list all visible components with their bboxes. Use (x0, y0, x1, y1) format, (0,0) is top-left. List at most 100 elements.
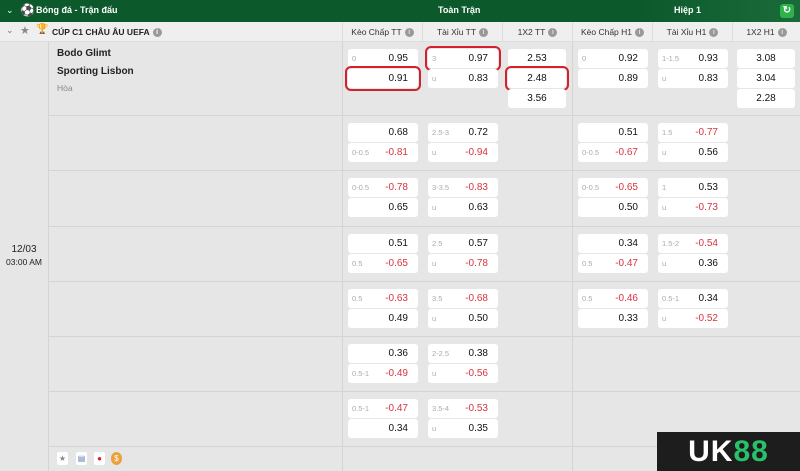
odds-cell-kc-h1[interactable]: 0.33 (578, 309, 648, 328)
info-icon[interactable]: i (777, 28, 787, 38)
odds-cell-tx-h1[interactable]: u 0.83 (658, 69, 728, 88)
handicap-line: 0.5-1 (352, 369, 370, 378)
odds-cell-tx-h1[interactable]: u 0.36 (658, 254, 728, 273)
odds-cell-kc-tt[interactable]: 0.68 (348, 123, 418, 142)
row-divider (48, 170, 800, 171)
refresh-icon[interactable]: ↻ (780, 4, 794, 18)
odds-cell-tx-h1[interactable]: u -0.73 (658, 198, 728, 217)
info-icon[interactable]: i (152, 28, 162, 38)
odds-cell-tx-tt[interactable]: u 0.35 (428, 419, 498, 438)
odds-cell-kc-h1[interactable]: 0.50 (578, 198, 648, 217)
odds-cell-tx-tt[interactable]: u -0.56 (428, 364, 498, 383)
away-team[interactable]: Sporting Lisbon (57, 66, 134, 77)
odds-cell-tx-h1[interactable]: 1.5-2 -0.54 (658, 234, 728, 253)
league-collapse-chevron-icon[interactable]: ⌄ (6, 25, 14, 35)
odds-cell-x12-h1[interactable]: 2.28 (737, 89, 795, 108)
odds-cell-kc-tt[interactable]: 0.36 (348, 344, 418, 363)
odds-cell-tx-h1[interactable]: u -0.52 (658, 309, 728, 328)
odds-cell-kc-h1[interactable]: 0.89 (578, 69, 648, 88)
odds-cell-tx-tt[interactable]: 2-2.5 0.38 (428, 344, 498, 363)
odds-value: -0.47 (385, 403, 408, 414)
odds-cell-kc-tt[interactable]: 0.5-1 -0.47 (348, 399, 418, 418)
divider (572, 42, 573, 471)
odds-cell-tx-h1[interactable]: u 0.56 (658, 143, 728, 162)
handicap-line: 1.5-2 (662, 239, 680, 248)
odds-cell-tx-h1[interactable]: 1 0.53 (658, 178, 728, 197)
odds-value: 0.91 (388, 73, 408, 84)
handicap-line: 0-0.5 (352, 148, 370, 157)
odds-value: -0.78 (385, 182, 408, 193)
odds-cell-kc-tt[interactable]: 0-0.5 -0.78 (348, 178, 418, 197)
odds-cell-kc-h1[interactable]: 0.51 (578, 123, 648, 142)
odds-cell-x12-tt[interactable]: 2.53 (508, 49, 566, 68)
odds-value: -0.77 (695, 127, 718, 138)
handicap-line: 1-1.5 (662, 54, 680, 63)
odds-cell-tx-tt[interactable]: u 0.63 (428, 198, 498, 217)
odds-cell-x12-tt[interactable]: 2.48 (505, 66, 569, 91)
col-1x2-h1: 1X2 H1 i (732, 22, 800, 42)
odds-cell-tx-tt[interactable]: u 0.83 (428, 69, 498, 88)
odds-cell-tx-h1[interactable]: 1.5 -0.77 (658, 123, 728, 142)
odds-cell-tx-h1[interactable]: 1-1.5 0.93 (658, 49, 728, 68)
odds-cell-tx-tt[interactable]: 2.5 0.57 (428, 234, 498, 253)
odds-cell-x12-h1[interactable]: 3.08 (737, 49, 795, 68)
odds-cell-kc-tt[interactable]: 0.65 (348, 198, 418, 217)
odds-cell-kc-tt[interactable]: 0 0.95 (348, 49, 418, 68)
fire-icon[interactable]: ● (94, 452, 105, 465)
handicap-line: u (432, 314, 437, 323)
handicap-line: 0-0.5 (582, 148, 600, 157)
odds-cell-tx-tt[interactable]: u -0.94 (428, 143, 498, 162)
handicap-line: 2-2.5 (432, 349, 450, 358)
odds-value: 3.04 (756, 73, 776, 84)
odds-value: -0.67 (615, 147, 638, 158)
row-divider (48, 336, 800, 337)
odds-cell-kc-tt[interactable]: 0.91 (345, 66, 421, 91)
info-icon[interactable]: i (404, 28, 414, 38)
odds-cell-tx-tt[interactable]: 2.5-3 0.72 (428, 123, 498, 142)
odds-cell-tx-tt[interactable]: u -0.78 (428, 254, 498, 273)
odds-value: 0.53 (698, 182, 718, 193)
odds-value: 0.92 (618, 53, 638, 64)
odds-cell-tx-tt[interactable]: 3.5 -0.68 (428, 289, 498, 308)
stats-icon[interactable]: ▤ (76, 452, 87, 465)
handicap-line: u (432, 424, 437, 433)
odds-cell-kc-tt[interactable]: 0-0.5 -0.81 (348, 143, 418, 162)
odds-cell-kc-h1[interactable]: 0.5 -0.46 (578, 289, 648, 308)
star-icon[interactable]: ★ (57, 452, 68, 465)
odds-cell-tx-tt[interactable]: 3 0.97 (425, 46, 501, 71)
favorite-star-icon[interactable]: ★ (20, 25, 30, 37)
odds-cell-kc-h1[interactable]: 0-0.5 -0.67 (578, 143, 648, 162)
handicap-line: u (432, 148, 437, 157)
odds-cell-kc-tt[interactable]: 0.51 (348, 234, 418, 253)
row-divider (48, 446, 800, 447)
odds-cell-kc-tt[interactable]: 0.5-1 -0.49 (348, 364, 418, 383)
odds-cell-x12-tt[interactable]: 3.56 (508, 89, 566, 108)
odds-cell-tx-tt[interactable]: u 0.50 (428, 309, 498, 328)
odds-cell-x12-h1[interactable]: 3.04 (737, 69, 795, 88)
odds-cell-tx-tt[interactable]: 3-3.5 -0.83 (428, 178, 498, 197)
odds-cell-kc-tt[interactable]: 0.49 (348, 309, 418, 328)
info-icon[interactable]: i (548, 28, 558, 38)
home-team[interactable]: Bodo Glimt (57, 48, 111, 59)
collapse-chevron-icon[interactable]: ⌄ (6, 5, 14, 15)
odds-cell-kc-h1[interactable]: 0.34 (578, 234, 648, 253)
odds-cell-tx-h1[interactable]: 0.5-1 0.34 (658, 289, 728, 308)
info-icon[interactable]: i (479, 28, 489, 38)
odds-cell-kc-tt[interactable]: 0.5 -0.63 (348, 289, 418, 308)
info-icon[interactable]: i (635, 28, 645, 38)
odds-value: -0.78 (465, 258, 488, 269)
odds-cell-kc-h1[interactable]: 0-0.5 -0.65 (578, 178, 648, 197)
odds-cell-kc-tt[interactable]: 0.5 -0.65 (348, 254, 418, 273)
odds-cell-kc-tt[interactable]: 0.34 (348, 419, 418, 438)
odds-value: 0.95 (388, 53, 408, 64)
handicap-line: 3 (432, 54, 437, 63)
odds-value: 0.50 (618, 202, 638, 213)
odds-cell-kc-h1[interactable]: 0 0.92 (578, 49, 648, 68)
handicap-line: 0-0.5 (582, 183, 600, 192)
odds-cell-kc-h1[interactable]: 0.5 -0.47 (578, 254, 648, 273)
odds-cell-tx-tt[interactable]: 3.5-4 -0.53 (428, 399, 498, 418)
odds-value: -0.56 (465, 368, 488, 379)
odds-value: 2.48 (527, 73, 547, 84)
info-icon[interactable]: i (709, 28, 719, 38)
coin-icon[interactable]: $ (111, 452, 122, 465)
